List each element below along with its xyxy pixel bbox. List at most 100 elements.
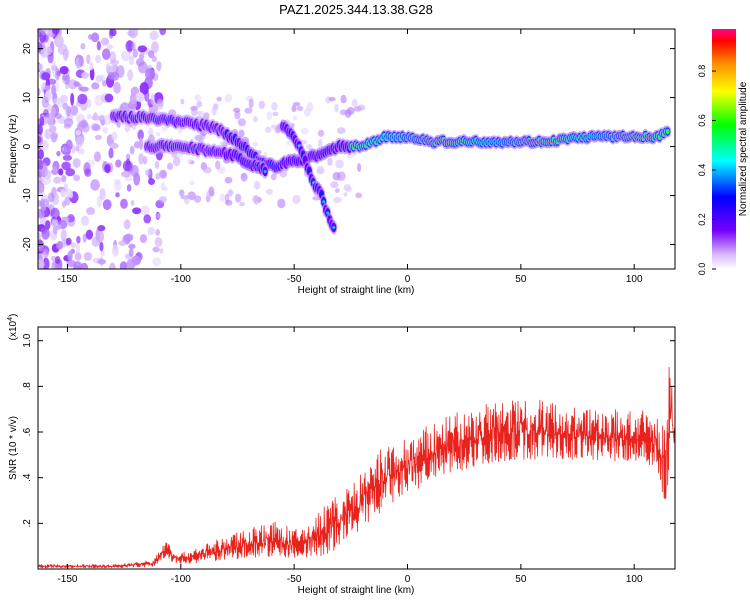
noise-blob xyxy=(330,181,339,189)
noise-blob xyxy=(161,186,168,192)
noise-blob xyxy=(50,207,60,220)
noise-blob xyxy=(41,227,50,240)
noise-blob xyxy=(131,255,142,266)
noise-blob xyxy=(151,55,158,63)
top-x-axis-label: Height of straight line (km) xyxy=(298,285,415,296)
noise-blob xyxy=(81,72,89,80)
noise-blob xyxy=(38,148,45,160)
noise-blob xyxy=(144,89,150,102)
snr-frame xyxy=(37,326,676,570)
noise-blob xyxy=(63,118,74,127)
noise-blob xyxy=(55,68,60,81)
noise-blob xyxy=(121,50,131,62)
noise-blob xyxy=(114,181,122,192)
noise-blob xyxy=(125,153,131,161)
noise-blob xyxy=(126,184,132,192)
noise-blob xyxy=(69,191,74,199)
noise-blob xyxy=(357,163,362,172)
noise-blob xyxy=(139,51,144,60)
noise-blob xyxy=(101,48,111,60)
noise-blob xyxy=(88,33,93,40)
noise-blob xyxy=(75,243,81,254)
noise-blob xyxy=(159,169,167,179)
noise-blob xyxy=(190,106,198,117)
noise-blob xyxy=(106,44,113,50)
noise-blob xyxy=(79,86,89,92)
bottom-x-axis: -150 -100 -50 0 50 100 xyxy=(57,327,643,585)
noise-blob xyxy=(43,45,53,56)
noise-blob xyxy=(336,127,346,135)
noise-blob xyxy=(94,134,102,140)
noise-blob xyxy=(154,160,160,170)
heatmap-marks xyxy=(38,29,672,269)
noise-blob xyxy=(303,108,311,117)
noise-blob xyxy=(109,29,117,37)
noise-blob xyxy=(217,166,226,175)
noise-blob xyxy=(248,98,254,109)
noise-blob xyxy=(208,186,215,197)
noise-blob xyxy=(75,135,84,148)
colorbar-ticks: 0.0 0.2 0.4 0.6 0.8 xyxy=(697,65,716,275)
noise-blob xyxy=(180,98,185,105)
y-tick-label: .2 xyxy=(22,519,33,528)
snr-panel: -150 -100 -50 0 50 100 .2 .4 .6 .8 1.0 Height of … xyxy=(7,314,676,596)
noise-blob xyxy=(244,107,253,114)
noise-blob xyxy=(196,111,204,116)
noise-blob xyxy=(265,188,273,195)
noise-blob xyxy=(356,104,366,111)
noise-blob xyxy=(128,243,136,249)
x-tick-label: 100 xyxy=(626,274,643,285)
noise-blob xyxy=(96,40,101,51)
noise-blob xyxy=(43,85,52,91)
noise-blob xyxy=(38,63,44,71)
noise-blob xyxy=(38,123,43,136)
y-tick-label: .8 xyxy=(22,382,33,391)
noise-blob xyxy=(292,115,298,121)
noise-blob xyxy=(178,189,185,197)
noise-blob xyxy=(334,188,340,193)
noise-blob xyxy=(89,67,95,81)
noise-blob xyxy=(130,199,135,206)
x-tick-label: -100 xyxy=(171,274,191,285)
noise-blob xyxy=(271,102,278,111)
noise-blob xyxy=(51,260,57,269)
y-tick-label: 10 xyxy=(22,92,33,104)
noise-blob xyxy=(328,96,336,102)
x-tick-label: -100 xyxy=(171,574,191,585)
noise-blob xyxy=(100,37,110,46)
noise-blob xyxy=(252,116,258,123)
noise-blob xyxy=(317,129,325,137)
noise-blob xyxy=(237,118,247,127)
noise-blob xyxy=(40,198,45,210)
noise-blob xyxy=(52,29,60,35)
noise-blob xyxy=(78,55,84,67)
noise-blob xyxy=(327,157,333,166)
noise-blob xyxy=(111,131,118,141)
noise-blob xyxy=(82,233,87,243)
x-tick-label: -50 xyxy=(287,274,302,285)
noise-blob xyxy=(196,100,203,108)
noise-blob xyxy=(102,199,112,211)
noise-blob xyxy=(108,147,114,159)
multiplier-exp: 4 xyxy=(7,317,14,321)
bottom-y-axis-label: SNR (10 * v/v) xyxy=(8,416,19,480)
noise-blob xyxy=(215,160,221,170)
x-tick-label: 0 xyxy=(405,574,411,585)
noise-blob xyxy=(56,241,64,250)
noise-blob xyxy=(194,94,202,102)
noise-blob xyxy=(97,225,106,232)
noise-blob xyxy=(317,138,323,149)
noise-blob xyxy=(128,54,135,66)
noise-blob xyxy=(44,128,52,140)
noise-blob xyxy=(52,166,58,173)
noise-blob xyxy=(143,214,152,224)
noise-blob xyxy=(115,159,122,168)
noise-blob xyxy=(173,156,181,167)
noise-blob xyxy=(72,158,81,168)
noise-blob xyxy=(156,98,164,108)
noise-blob xyxy=(127,69,134,81)
noise-blob xyxy=(156,61,162,72)
noise-blob xyxy=(86,113,92,120)
